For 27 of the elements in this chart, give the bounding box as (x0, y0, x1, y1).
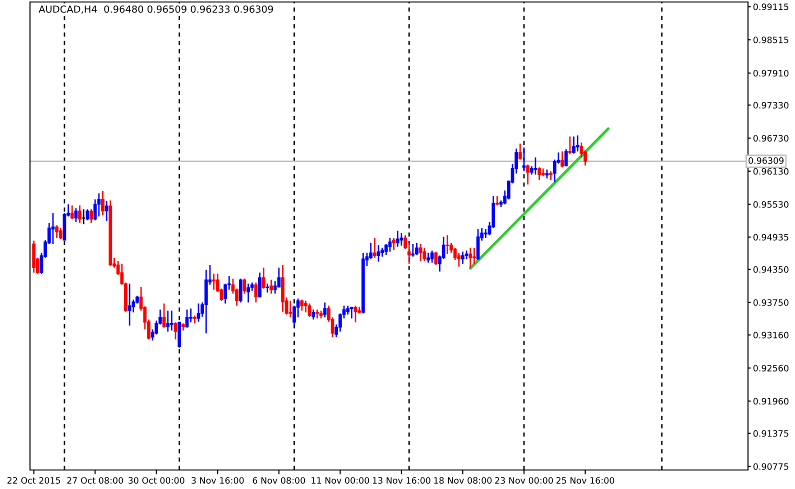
y-tick-label: 0.94350 (753, 266, 788, 273)
y-tick-label: 0.94935 (753, 234, 788, 241)
x-tick-label: 6 Nov 08:00 (252, 477, 306, 484)
y-tick-label: 0.96730 (753, 134, 788, 142)
y-tick-label: 0.93750 (753, 299, 788, 306)
y-tick-label: 0.97330 (753, 102, 788, 109)
y-tick-label: 0.90775 (753, 463, 788, 470)
y-tick-label: 0.91960 (753, 398, 788, 405)
x-tick-label: 11 Nov 00:00 (312, 477, 370, 484)
x-tick-label: 27 Oct 08:00 (67, 477, 124, 484)
ref-line-label: 0.96309 (748, 157, 784, 164)
y-tick-label: 0.96130 (753, 168, 788, 175)
x-tick-label: 23 Nov 00:00 (495, 477, 553, 484)
y-tick-label: 0.99115 (753, 4, 788, 10)
x-tick-label: 22 Oct 2015 (7, 477, 60, 484)
y-tick-label: 0.97910 (753, 70, 788, 77)
y-tick-label: 0.95530 (753, 201, 788, 208)
x-tick-label: 13 Nov 16:00 (372, 477, 430, 484)
x-tick-label: 18 Nov 08:00 (434, 477, 492, 484)
y-tick-label: 0.92560 (753, 364, 788, 372)
y-tick-label: 0.98515 (753, 36, 788, 44)
x-tick-label: 30 Oct 00:00 (128, 477, 184, 484)
chart-title: AUDCAD,H4 0.96480 0.96509 0.96233 0.96309 (38, 5, 273, 14)
y-tick-label: 0.91375 (753, 430, 788, 437)
x-tick-label: 25 Nov 16:00 (556, 477, 614, 484)
y-tick-label: 0.93160 (753, 332, 788, 338)
x-tick-label: 3 Nov 16:00 (192, 477, 244, 484)
